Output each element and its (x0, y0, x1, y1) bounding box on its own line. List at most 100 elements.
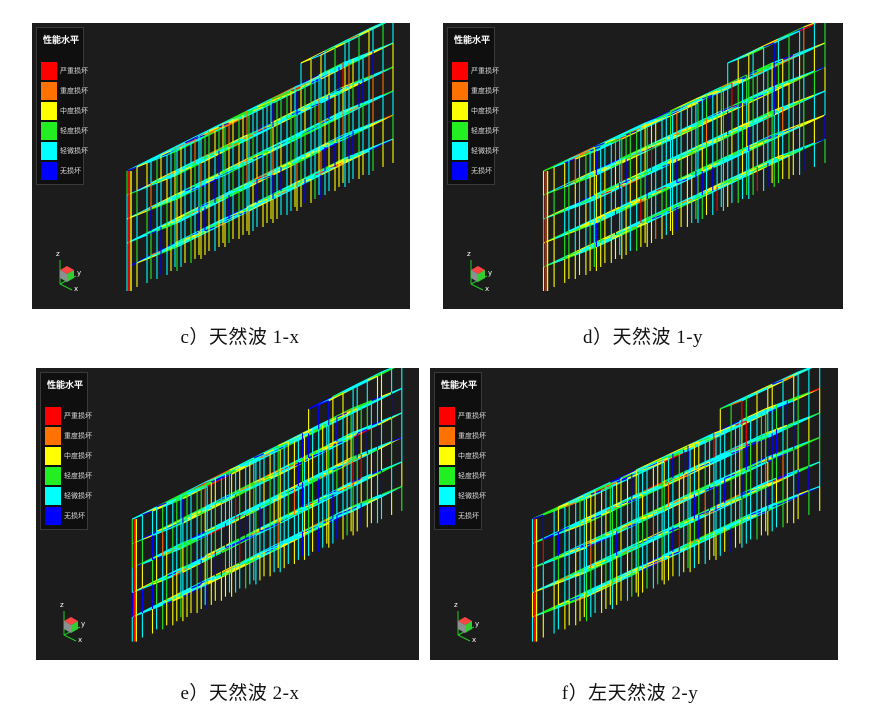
legend-swatch (45, 467, 61, 485)
performance-legend: 性能水平严重损坏重度损坏中度损坏轻度损坏轻微损坏无损坏 (40, 372, 92, 530)
legend-swatch (439, 467, 455, 485)
legend-label: 重度损坏 (64, 432, 92, 440)
legend-label: 轻度损坏 (458, 472, 486, 480)
caption-c: c）天然波 1-x (180, 327, 300, 348)
legend-label: 严重损坏 (64, 412, 92, 420)
legend-item: 无损坏 (45, 507, 89, 525)
legend-swatch (41, 102, 57, 120)
caption-d: d）天然波 1-y (582, 327, 704, 348)
legend-label: 重度损坏 (458, 432, 486, 440)
legend-swatch (439, 487, 455, 505)
legend-item: 中度损坏 (45, 447, 92, 465)
legend-item: 轻度损坏 (45, 467, 92, 485)
legend-item: 轻微损坏 (41, 142, 88, 160)
axis-label-x: x (78, 636, 83, 644)
legend-label: 严重损坏 (60, 67, 88, 75)
legend-item: 严重损坏 (439, 407, 486, 425)
legend-item: 轻微损坏 (45, 487, 92, 505)
legend-label: 无损坏 (60, 167, 81, 175)
caption-e: e）天然波 2-x (180, 683, 300, 704)
legend-item: 重度损坏 (45, 427, 92, 445)
legend-item: 轻度损坏 (439, 467, 486, 485)
legend-swatch (452, 142, 468, 160)
legend-item: 无损坏 (439, 507, 483, 525)
axis-label-z: z (56, 250, 60, 258)
legend-label: 中度损坏 (458, 452, 486, 460)
legend-item: 中度损坏 (452, 102, 499, 120)
legend-item: 重度损坏 (452, 82, 499, 100)
legend-label: 无损坏 (64, 512, 85, 520)
legend-item: 无损坏 (41, 162, 85, 180)
legend-swatch (452, 62, 468, 80)
performance-legend: 性能水平严重损坏重度损坏中度损坏轻度损坏轻微损坏无损坏 (36, 27, 88, 185)
legend-swatch (41, 82, 57, 100)
structural-frame-drawing (131, 368, 403, 642)
axis-label-y: y (77, 269, 82, 277)
legend-swatch (45, 487, 61, 505)
legend-label: 轻度损坏 (60, 127, 88, 135)
legend-label: 轻微损坏 (458, 492, 486, 500)
legend-label: 轻微损坏 (64, 492, 92, 500)
legend-swatch (45, 447, 61, 465)
legend-swatch (41, 122, 57, 140)
legend-label: 中度损坏 (64, 452, 92, 460)
axis-label-z: z (454, 601, 458, 609)
legend-item: 轻度损坏 (41, 122, 88, 140)
structural-frame-drawing (542, 23, 826, 291)
legend-label: 重度损坏 (60, 87, 88, 95)
legend-swatch (45, 427, 61, 445)
legend-label: 无损坏 (458, 512, 479, 520)
panel-e-image: 性能水平严重损坏重度损坏中度损坏轻度损坏轻微损坏无损坏 z y x (36, 368, 419, 660)
axis-label-z: z (467, 250, 471, 258)
legend-item: 中度损坏 (439, 447, 486, 465)
legend-label: 严重损坏 (471, 67, 499, 75)
legend-label: 轻度损坏 (64, 472, 92, 480)
legend-title: 性能水平 (454, 36, 491, 46)
legend-label: 无损坏 (471, 167, 492, 175)
panel-f-image: 性能水平严重损坏重度损坏中度损坏轻度损坏轻微损坏无损坏 z y x (430, 368, 838, 660)
legend-title: 性能水平 (441, 381, 478, 391)
caption-f: f）左天然波 2-y (561, 683, 699, 704)
legend-swatch (452, 82, 468, 100)
legend-item: 无损坏 (452, 162, 496, 180)
legend-item: 严重损坏 (45, 407, 92, 425)
legend-swatch (439, 427, 455, 445)
structural-frame-drawing (126, 23, 394, 291)
legend-label: 轻微损坏 (60, 147, 88, 155)
legend-item: 轻微损坏 (439, 487, 486, 505)
axis-label-y: y (488, 269, 493, 277)
axis-label-x: x (485, 285, 490, 293)
legend-swatch (41, 142, 57, 160)
legend-title: 性能水平 (43, 36, 80, 46)
legend-swatch (452, 162, 468, 180)
axis-label-y: y (81, 620, 86, 628)
legend-label: 重度损坏 (471, 87, 499, 95)
legend-item: 严重损坏 (452, 62, 499, 80)
legend-item: 重度损坏 (41, 82, 88, 100)
legend-item: 轻度损坏 (452, 122, 499, 140)
legend-item: 重度损坏 (439, 427, 486, 445)
legend-swatch (439, 507, 455, 525)
legend-item: 中度损坏 (41, 102, 88, 120)
legend-swatch (45, 507, 61, 525)
axis-label-z: z (60, 601, 64, 609)
legend-swatch (41, 62, 57, 80)
legend-swatch (41, 162, 57, 180)
axis-label-y: y (475, 620, 480, 628)
legend-swatch (439, 447, 455, 465)
panel-c-image: 性能水平严重损坏重度损坏中度损坏轻度损坏轻微损坏无损坏 z y x (32, 23, 410, 309)
legend-swatch (45, 407, 61, 425)
axis-label-x: x (74, 285, 79, 293)
axis-label-x: x (472, 636, 477, 644)
legend-label: 中度损坏 (60, 107, 88, 115)
legend-label: 轻度损坏 (471, 127, 499, 135)
legend-label: 轻微损坏 (471, 147, 499, 155)
legend-title: 性能水平 (47, 381, 84, 391)
performance-legend: 性能水平严重损坏重度损坏中度损坏轻度损坏轻微损坏无损坏 (447, 27, 499, 185)
legend-item: 严重损坏 (41, 62, 88, 80)
performance-legend: 性能水平严重损坏重度损坏中度损坏轻度损坏轻微损坏无损坏 (434, 372, 486, 530)
